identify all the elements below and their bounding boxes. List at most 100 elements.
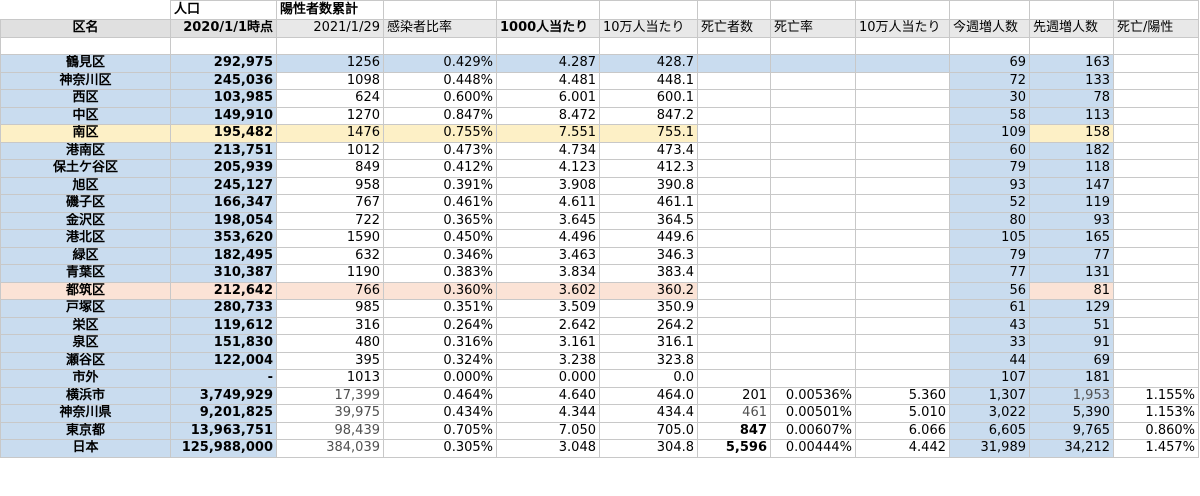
cell-death-rate	[770, 334, 856, 353]
cell-death-rate	[770, 124, 856, 143]
cell-deaths-per-100k	[855, 229, 950, 248]
cell-last-week-increase: 51	[1029, 316, 1114, 335]
header-deaths: 死亡者数	[697, 19, 771, 38]
cell-deaths: 461	[697, 404, 771, 423]
table-row: 泉区 151,830 480 0.316% 3.161 316.1 33 91	[0, 334, 1199, 353]
cell-population: 212,642	[170, 281, 277, 300]
cell-cumulative-positive: 767	[276, 194, 384, 213]
cell-death-rate: 0.00501%	[770, 404, 856, 423]
header-population-date: 2020/1/1時点	[170, 19, 277, 38]
cell-this-week-increase: 77	[949, 264, 1030, 283]
cell-population: 292,975	[170, 54, 277, 73]
cell-deaths	[697, 316, 771, 335]
cell-this-week-increase: 43	[949, 316, 1030, 335]
cell-death-per-positive	[1113, 159, 1199, 178]
cell-last-week-increase: 9,765	[1029, 421, 1114, 440]
cell-cumulative-positive: 632	[276, 246, 384, 265]
cell-deaths-per-100k	[855, 351, 950, 370]
cell-cumulative-positive: 1256	[276, 54, 384, 73]
cell-infection-ratio: 0.360%	[383, 281, 497, 300]
cell-deaths-per-100k	[855, 54, 950, 73]
cell-this-week-increase: 109	[949, 124, 1030, 143]
cell-per-100k: 364.5	[599, 211, 698, 230]
cell-infection-ratio: 0.755%	[383, 124, 497, 143]
table-row: 神奈川区 245,036 1098 0.448% 4.481 448.1 72 133	[0, 71, 1199, 90]
cell-death-per-positive	[1113, 89, 1199, 108]
cell-this-week-increase: 69	[949, 54, 1030, 73]
cell-deaths: 201	[697, 386, 771, 405]
cell-infection-ratio: 0.705%	[383, 421, 497, 440]
cell-death-per-positive	[1113, 124, 1199, 143]
cell-death-per-positive	[1113, 176, 1199, 195]
cell-deaths	[697, 141, 771, 160]
cell-this-week-increase: 79	[949, 246, 1030, 265]
cell-per-100k: 383.4	[599, 264, 698, 283]
cell-this-week-increase: 72	[949, 71, 1030, 90]
cell-last-week-increase: 147	[1029, 176, 1114, 195]
cell-cumulative-positive: 1012	[276, 141, 384, 160]
cell-per-100k: 412.3	[599, 159, 698, 178]
table-row: 保土ケ谷区 205,939 849 0.412% 4.123 412.3 79 118	[0, 159, 1199, 178]
cell-cumulative-positive: 1590	[276, 229, 384, 248]
cell-death-rate	[770, 351, 856, 370]
cell-infection-ratio: 0.464%	[383, 386, 497, 405]
cell-death-rate	[770, 54, 856, 73]
empty-cell	[599, 0, 698, 20]
cell-death-rate	[770, 194, 856, 213]
cell-per-1000: 3.645	[496, 211, 600, 230]
empty-cell	[383, 0, 497, 20]
cell-per-1000: 3.161	[496, 334, 600, 353]
cell-deaths-per-100k: 6.066	[855, 421, 950, 440]
empty-cell	[1029, 36, 1114, 55]
cell-last-week-increase: 77	[1029, 246, 1114, 265]
cell-per-100k: 390.8	[599, 176, 698, 195]
table-row: 戸塚区 280,733 985 0.351% 3.509 350.9 61 129	[0, 299, 1199, 318]
cell-population: 280,733	[170, 299, 277, 318]
cell-death-per-positive	[1113, 281, 1199, 300]
cell-population: 3,749,929	[170, 386, 277, 405]
cell-death-per-positive	[1113, 299, 1199, 318]
empty-cell	[1113, 0, 1199, 20]
cell-population: 122,004	[170, 351, 277, 370]
cell-deaths-per-100k	[855, 89, 950, 108]
cell-population: 310,387	[170, 264, 277, 283]
table-row: 青葉区 310,387 1190 0.383% 3.834 383.4 77 131	[0, 264, 1199, 283]
cell-last-week-increase: 81	[1029, 281, 1114, 300]
cell-ward-name: 横浜市	[0, 386, 171, 405]
empty-cell	[1113, 36, 1199, 55]
cell-death-rate	[770, 159, 856, 178]
cell-per-100k: 449.6	[599, 229, 698, 248]
header-this-week-increase: 今週増人数	[949, 19, 1030, 38]
cell-last-week-increase: 133	[1029, 71, 1114, 90]
cell-population: 13,963,751	[170, 421, 277, 440]
cell-per-1000: 4.496	[496, 229, 600, 248]
cell-infection-ratio: 0.000%	[383, 369, 497, 388]
cell-population: 198,054	[170, 211, 277, 230]
cell-death-rate	[770, 264, 856, 283]
cell-deaths-per-100k	[855, 264, 950, 283]
empty-cell	[949, 0, 1030, 20]
cell-death-per-positive	[1113, 229, 1199, 248]
cell-cumulative-positive: 985	[276, 299, 384, 318]
cell-population: 182,495	[170, 246, 277, 265]
cell-infection-ratio: 0.434%	[383, 404, 497, 423]
cell-ward-name: 中区	[0, 106, 171, 125]
empty-cell	[770, 36, 856, 55]
cell-death-per-positive	[1113, 334, 1199, 353]
top-label-population: 人口	[170, 0, 277, 20]
cell-population: 205,939	[170, 159, 277, 178]
cell-deaths	[697, 369, 771, 388]
table-row: 市外 -1013 0.000% 0.000 0.0 107 181	[0, 369, 1199, 388]
empty-cell	[496, 0, 600, 20]
cell-infection-ratio: 0.365%	[383, 211, 497, 230]
cell-deaths	[697, 281, 771, 300]
header-death-rate: 死亡率	[770, 19, 856, 38]
cell-cumulative-positive: 98,439	[276, 421, 384, 440]
header-cumulative-date: 2021/1/29	[276, 19, 384, 38]
cell-per-100k: 323.8	[599, 351, 698, 370]
cell-per-100k: 434.4	[599, 404, 698, 423]
cell-last-week-increase: 182	[1029, 141, 1114, 160]
cell-per-100k: 755.1	[599, 124, 698, 143]
cell-death-per-positive	[1113, 246, 1199, 265]
cell-per-1000: 4.611	[496, 194, 600, 213]
